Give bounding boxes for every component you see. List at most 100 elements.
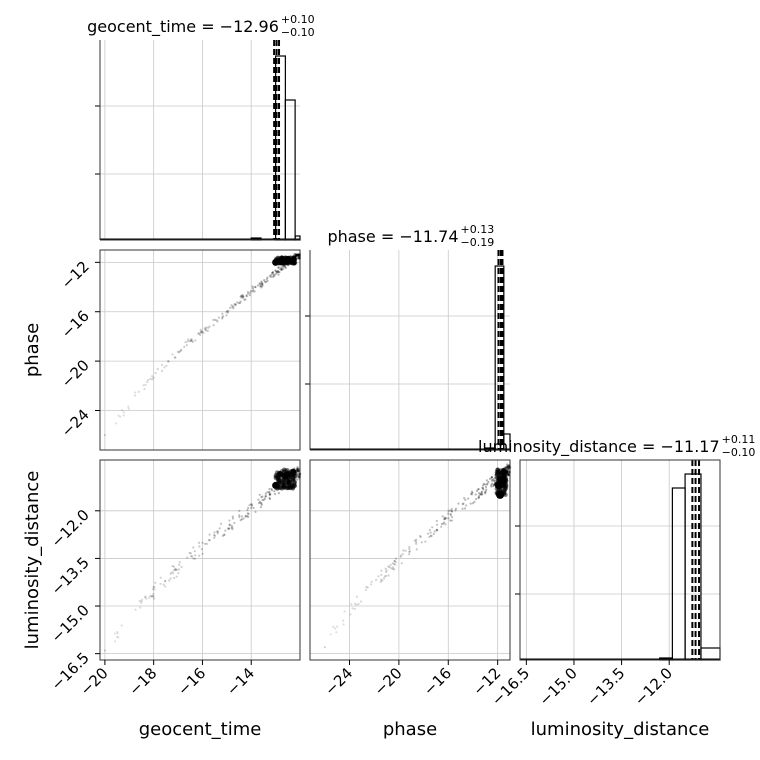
scatter-point bbox=[250, 503, 253, 506]
scatter-points bbox=[323, 463, 512, 649]
scatter-point bbox=[263, 497, 267, 500]
title-minus: −0.10 bbox=[281, 26, 315, 39]
scatter-point bbox=[404, 549, 407, 552]
scatter-point bbox=[297, 469, 300, 472]
scatter-point bbox=[349, 613, 352, 616]
scatter-point bbox=[237, 302, 240, 305]
scatter-point bbox=[189, 339, 192, 343]
scatter-point bbox=[353, 602, 357, 605]
scatter-point bbox=[296, 253, 300, 256]
scatter-point bbox=[204, 542, 207, 545]
scatter-point bbox=[394, 561, 397, 564]
scatter-point bbox=[297, 252, 300, 256]
scatter-point bbox=[171, 564, 174, 568]
scatter-point bbox=[272, 481, 280, 489]
scatter-point bbox=[507, 466, 510, 469]
panel-frame bbox=[519, 459, 721, 661]
scatter-point bbox=[436, 528, 439, 532]
scatter-point bbox=[251, 287, 255, 290]
scatter-point bbox=[507, 465, 510, 468]
scatter-point bbox=[167, 360, 170, 363]
scatter-point bbox=[482, 488, 485, 491]
scatter-point bbox=[295, 253, 298, 256]
scatter-point bbox=[443, 516, 446, 519]
scatter-point bbox=[193, 550, 196, 553]
scatter-point bbox=[388, 566, 391, 569]
scatter-point bbox=[244, 515, 247, 518]
scatter-point bbox=[283, 478, 289, 483]
scatter-point bbox=[480, 490, 484, 494]
scatter-point bbox=[298, 257, 301, 260]
scatter-point bbox=[394, 557, 398, 560]
y-tick-label: −20 bbox=[58, 356, 93, 391]
scatter-point bbox=[387, 565, 390, 568]
scatter-point bbox=[230, 526, 233, 530]
scatter-point bbox=[216, 530, 220, 533]
scatter-point bbox=[355, 595, 359, 598]
scatter-point bbox=[505, 465, 509, 468]
scatter-point bbox=[159, 582, 162, 585]
scatter-point bbox=[447, 512, 450, 515]
scatter-point bbox=[431, 526, 434, 529]
scatter-point bbox=[394, 563, 397, 566]
scatter-point bbox=[508, 465, 511, 468]
scatter-point bbox=[298, 253, 301, 256]
scatter-point bbox=[208, 325, 211, 328]
scatter-point bbox=[261, 283, 264, 286]
scatter-point bbox=[450, 509, 454, 513]
scatter-point bbox=[116, 630, 119, 634]
scatter-point bbox=[242, 295, 245, 298]
scatter-point bbox=[153, 588, 156, 591]
scatter-point bbox=[241, 293, 244, 297]
scatter-point bbox=[264, 495, 267, 498]
scatter-point bbox=[479, 493, 482, 496]
y-tick-label: −12 bbox=[58, 257, 93, 292]
scatter-point bbox=[380, 578, 383, 581]
scatter-point bbox=[298, 255, 301, 258]
scatter-point bbox=[201, 541, 204, 544]
scatter-point bbox=[149, 377, 152, 381]
scatter-point bbox=[259, 506, 263, 509]
scatter-point bbox=[461, 503, 464, 506]
scatter-point bbox=[114, 422, 118, 425]
scatter-point bbox=[365, 585, 368, 589]
scatter-point bbox=[484, 492, 487, 495]
x-tick-label: −18 bbox=[125, 664, 160, 699]
scatter-point bbox=[251, 285, 254, 288]
scatter-point bbox=[269, 493, 272, 496]
scatter-point bbox=[153, 586, 156, 589]
title-minus: −0.19 bbox=[461, 236, 495, 249]
scatter-point bbox=[449, 509, 452, 512]
title-plus: +0.13 bbox=[461, 223, 495, 236]
scatter-point bbox=[296, 253, 299, 257]
scatter-point bbox=[383, 575, 386, 578]
scatter-point bbox=[227, 527, 231, 530]
scatter-point bbox=[269, 493, 272, 496]
scatter-point bbox=[298, 255, 301, 258]
scatter-point bbox=[240, 294, 243, 298]
scatter-point bbox=[178, 561, 181, 564]
scatter-point bbox=[477, 496, 481, 499]
scatter-point bbox=[357, 602, 360, 606]
scatter-point bbox=[415, 548, 418, 551]
scatter-point bbox=[266, 491, 269, 494]
scatter-point bbox=[273, 274, 276, 278]
scatter-point bbox=[231, 517, 235, 520]
scatter-point bbox=[274, 269, 277, 272]
scatter-point bbox=[296, 469, 300, 473]
scatter-point bbox=[508, 467, 511, 470]
scatter-point bbox=[169, 577, 172, 580]
x-tick-label: −16 bbox=[174, 664, 209, 699]
scatter-point bbox=[188, 551, 191, 555]
scatter-point bbox=[215, 319, 218, 322]
scatter-point bbox=[103, 434, 106, 437]
scatter-point bbox=[271, 271, 274, 274]
scatter-point bbox=[213, 533, 216, 537]
scatter-point bbox=[297, 257, 300, 260]
scatter-point bbox=[208, 533, 211, 536]
scatter-point bbox=[246, 292, 250, 295]
scatter-point bbox=[419, 535, 422, 539]
scatter-point bbox=[154, 371, 157, 375]
scatter-point bbox=[213, 534, 217, 537]
title-main: phase = −11.74 bbox=[327, 227, 458, 246]
